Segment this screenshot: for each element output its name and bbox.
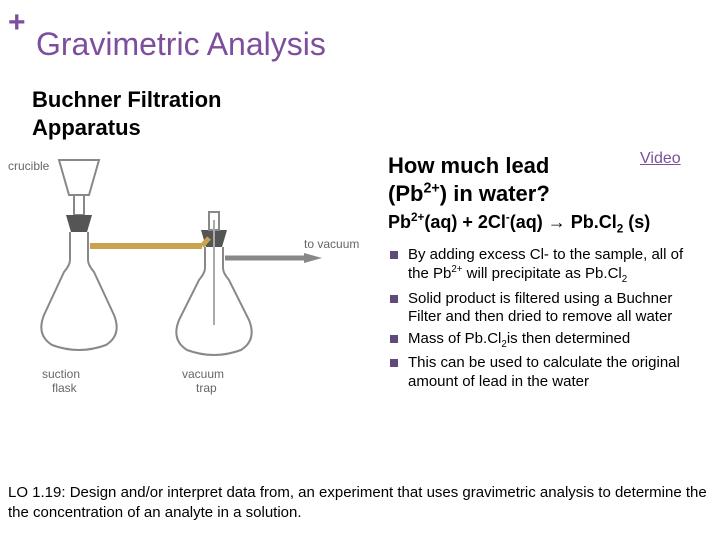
bullet-2: Solid product is filtered using a Buchne…: [388, 290, 708, 328]
slide-title: Gravimetric Analysis: [36, 26, 326, 63]
buchner-apparatus-diagram: crucible suction flask to vacuum vacuum …: [4, 150, 384, 420]
label-trap: trap: [196, 381, 217, 395]
subtitle: Buchner Filtration Apparatus: [32, 86, 221, 141]
label-flask: flask: [52, 381, 78, 395]
label-suction: suction: [42, 367, 80, 381]
label-vacuum: vacuum: [182, 367, 224, 381]
reaction-equation: Pb2+(aq) + 2Cl-(aq) → Pb.Cl2 (s): [388, 211, 708, 236]
subtitle-line1: Buchner Filtration: [32, 87, 221, 112]
label-to-vacuum: to vacuum: [304, 237, 359, 251]
bullet-4: This can be used to calculate the origin…: [388, 354, 708, 392]
subtitle-line2: Apparatus: [32, 115, 141, 140]
content-right: How much lead (Pb2+) in water? Pb2+(aq) …: [388, 152, 708, 395]
bullet-list: By adding excess Cl- to the sample, all …: [388, 246, 708, 392]
learning-objective: LO 1.19: Design and/or interpret data fr…: [8, 483, 712, 522]
video-link[interactable]: Video: [640, 150, 681, 168]
bullet-1: By adding excess Cl- to the sample, all …: [388, 246, 708, 287]
label-crucible: crucible: [8, 159, 50, 173]
bullet-3: Mass of Pb.Cl2is then determined: [388, 330, 708, 351]
plus-icon: +: [8, 8, 26, 38]
